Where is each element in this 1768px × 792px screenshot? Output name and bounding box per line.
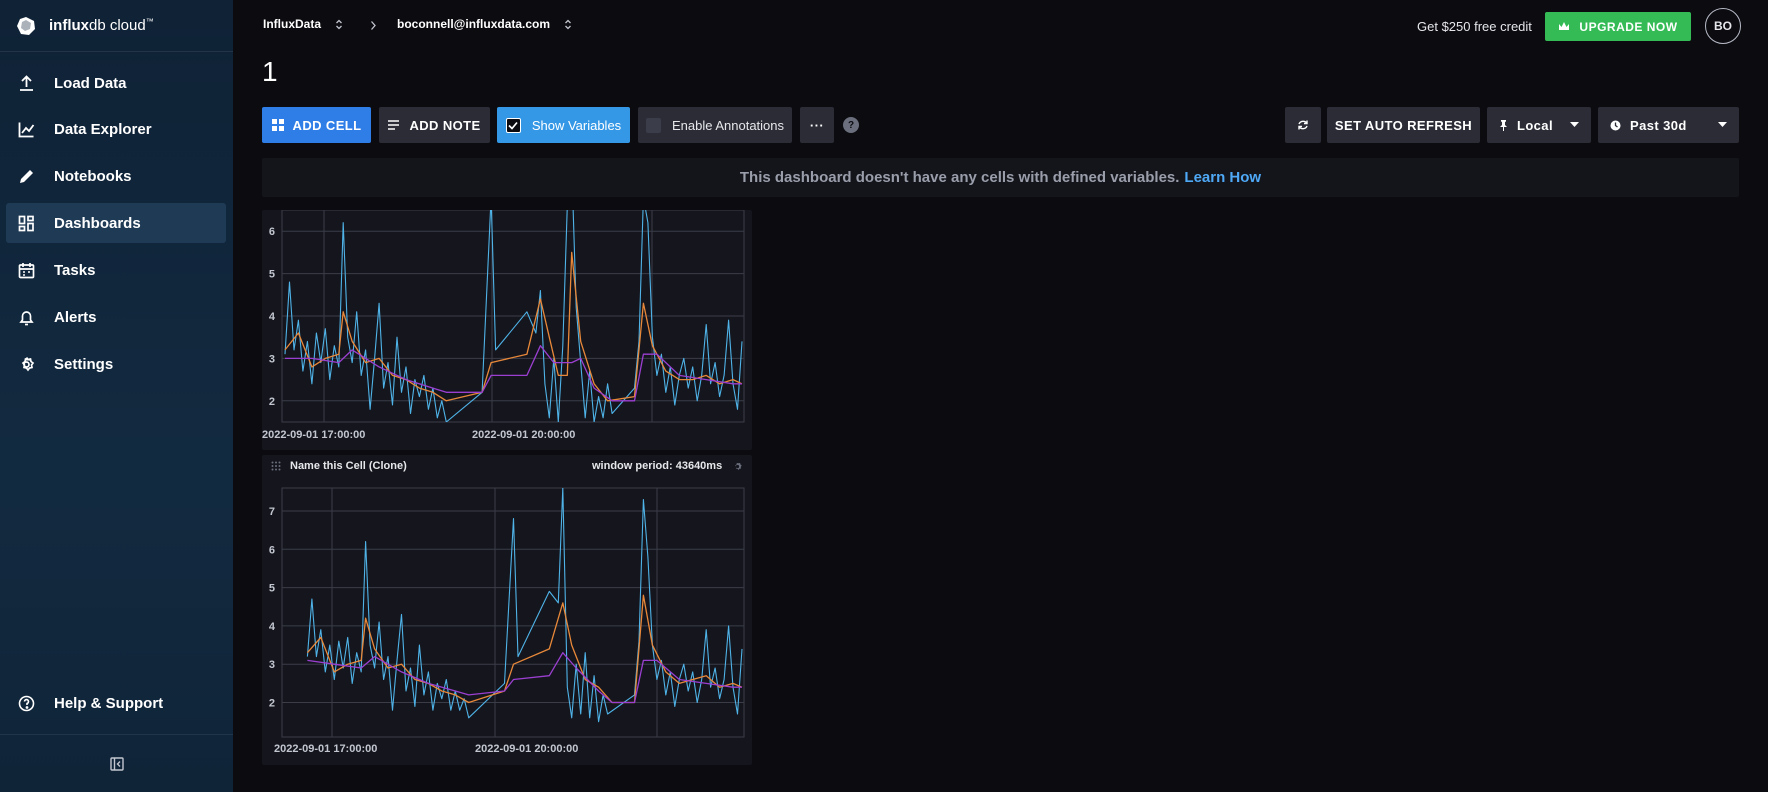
x-tick-label: 2022-09-01 20:00:00 [475,743,578,755]
pencil-icon [18,168,35,185]
series-line-0 [284,210,743,422]
dashboard-title[interactable]: 1 [262,56,278,87]
y-tick-label: 2 [269,396,275,408]
series-line-2 [307,652,742,704]
y-tick-label: 5 [269,269,275,281]
drag-handle-icon[interactable] [271,461,281,471]
window-period-label: window period: 43640ms [592,460,723,472]
sidebar-item-tasks[interactable]: Tasks [6,250,226,290]
y-tick-label: 4 [269,311,276,323]
grid-icon [271,119,284,131]
timezone-dropdown[interactable]: Local [1487,107,1591,143]
line-chart: 2 3 4 5 6 7 2022-09-01 17:00:00 2022-09-01 20:0… [269,487,745,755]
enable-annotations-toggle[interactable]: Enable Annotations [638,107,792,143]
y-tick-label: 2 [269,698,275,710]
y-tick-label: 7 [269,506,275,518]
text-lines-icon [388,120,400,130]
more-options-button[interactable]: ··· [800,107,834,143]
sidebar-item-dashboards[interactable]: Dashboards [6,203,226,243]
free-credit-text: Get $250 free credit [1417,19,1532,34]
brand-name: influxdb cloud™ [49,17,154,34]
sidebar-item-alerts[interactable]: Alerts [6,297,226,337]
account-email: boconnell@influxdata.com [397,17,551,31]
help-question-icon[interactable]: ? [843,117,859,133]
sidebar-item-load-data[interactable]: Load Data [6,63,226,103]
help-circle-icon [18,695,35,712]
plot-frame [281,487,745,738]
sidebar: influxdb cloud™ Load Data Data Explorer … [0,0,233,792]
collapse-sidebar-icon [109,756,124,771]
caret-down-icon [1718,122,1727,127]
top-header: InfluxData boconnell@influxdata.com Get … [233,0,1768,52]
x-tick-label: 2022-09-01 17:00:00 [262,429,365,441]
checkbox-checked-icon [505,117,521,133]
show-variables-toggle[interactable]: Show Variables [497,107,630,143]
x-tick-label: 2022-09-01 20:00:00 [472,429,575,441]
dashboards-icon [18,215,35,232]
line-chart: 2 3 4 5 6 2022-09-01 17:00:00 2022-09-01 20:00… [262,210,745,441]
cell-gear-icon[interactable] [732,461,743,472]
refresh-button[interactable] [1285,107,1321,143]
y-tick-label: 3 [269,353,275,365]
dashboard-cell-clone[interactable]: Name this Cell (Clone) window period: 43… [262,455,752,765]
influxdb-logo-icon [17,16,35,35]
pin-icon [1500,119,1507,131]
y-tick-label: 6 [269,544,275,556]
brand[interactable]: influxdb cloud™ [0,0,233,52]
set-auto-refresh-button[interactable]: SET AUTO REFRESH [1327,107,1480,143]
gear-icon [18,356,35,373]
y-tick-label: 4 [269,621,276,633]
y-tick-label: 5 [269,583,275,595]
cell-title[interactable]: Name this Cell (Clone) [290,460,407,472]
upgrade-now-button[interactable]: UPGRADE NOW [1545,12,1691,41]
org-switcher[interactable]: InfluxData [263,17,343,31]
series-line-2 [285,345,742,402]
ellipsis-icon: ··· [809,117,825,133]
calendar-icon [18,262,35,279]
org-name: InfluxData [263,17,322,31]
add-note-button[interactable]: ADD NOTE [379,107,490,143]
caret-down-icon [1570,122,1579,127]
sidebar-item-data-explorer[interactable]: Data Explorer [6,109,226,149]
cell-header[interactable]: Name this Cell (Clone) window period: 43… [262,455,752,477]
chevron-right-icon [371,21,376,30]
sidebar-item-settings[interactable]: Settings [6,344,226,384]
variables-notice: This dashboard doesn't have any cells wi… [262,158,1739,197]
chart-line-icon [18,121,35,138]
dashboard-cell[interactable]: 2 3 4 5 6 2022-09-01 17:00:00 2022-09-01 20:00… [262,210,752,450]
x-tick-label: 2022-09-01 17:00:00 [274,743,377,755]
sort-arrows-icon [336,19,342,29]
y-tick-label: 3 [269,659,275,671]
crown-icon [1559,22,1570,30]
user-avatar[interactable]: BO [1705,8,1741,44]
upload-icon [18,74,35,92]
sidebar-item-notebooks[interactable]: Notebooks [6,156,226,196]
y-tick-label: 6 [269,226,275,238]
add-cell-button[interactable]: ADD CELL [262,107,371,143]
series-line-0 [306,488,743,723]
sidebar-item-help-support[interactable]: Help & Support [6,683,226,723]
collapse-sidebar-button[interactable] [0,734,233,792]
account-switcher[interactable]: boconnell@influxdata.com [397,17,572,31]
bell-icon [18,309,35,326]
refresh-icon [1298,120,1308,130]
time-range-dropdown[interactable]: Past 30d [1598,107,1739,143]
series-line-1 [284,251,743,402]
clock-icon [1610,120,1621,130]
sort-arrows-icon [565,19,572,29]
checkbox-unchecked-icon [645,117,661,133]
learn-how-link[interactable]: Learn How [1184,169,1262,186]
series-line-1 [306,594,743,704]
